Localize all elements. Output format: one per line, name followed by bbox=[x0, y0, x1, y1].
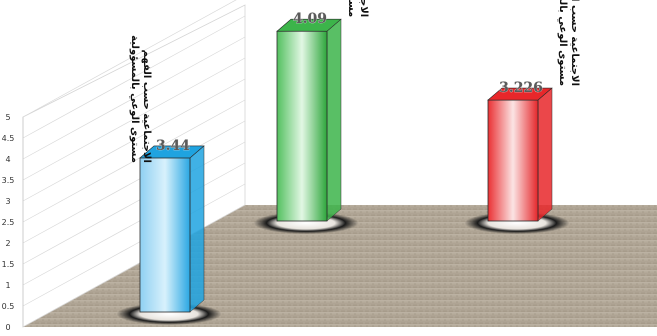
y-tick-label: 1.5 bbox=[2, 260, 15, 269]
y-tick-label: 4.5 bbox=[2, 134, 15, 143]
gridline bbox=[22, 120, 246, 244]
gridline bbox=[22, 36, 246, 160]
category-label: مستوى الوعي بالمسؤولية الاجتماعية حسب الف… bbox=[129, 35, 152, 163]
y-tick-label: 3.5 bbox=[2, 176, 15, 185]
category-label-line: مستوى الوعي بالمسؤولية bbox=[346, 0, 357, 17]
y-tick-label: 1 bbox=[5, 281, 10, 290]
bars bbox=[139, 18, 553, 313]
bar bbox=[487, 87, 553, 222]
category-label-line: الاجتماعية حسب الفهم bbox=[141, 50, 152, 163]
y-tick-label: 0 bbox=[5, 323, 10, 332]
y-tick-label: 5 bbox=[5, 113, 10, 122]
y-tick-label: 3 bbox=[5, 197, 10, 206]
gridlines bbox=[22, 0, 246, 328]
gridline bbox=[22, 162, 246, 286]
bar bbox=[139, 145, 205, 313]
category-label-line: مستوى الوعي بالمسؤولية bbox=[129, 35, 140, 163]
y-axis: 0 0.5 1 1.5 2 2.5 3 3.5 4 4.5 5 bbox=[2, 113, 15, 332]
y-tick-label: 4 bbox=[5, 155, 10, 164]
data-label: 4.09 bbox=[293, 11, 327, 27]
gridline bbox=[22, 99, 246, 223]
gridline bbox=[22, 57, 246, 181]
data-label: 3.44 bbox=[156, 138, 190, 154]
gridline bbox=[22, 78, 246, 202]
gridline bbox=[22, 15, 246, 139]
gridline bbox=[22, 204, 246, 328]
y-tick-label: 0.5 bbox=[2, 302, 15, 311]
data-labels: 3.44 4.09 3.226 bbox=[156, 11, 544, 154]
category-labels: مستوى الوعي بالمسؤولية الاجتماعية حسب الف… bbox=[129, 0, 580, 163]
category-label-line: الاجتماعية حسب المشاركة bbox=[569, 0, 580, 86]
y-tick-label: 2.5 bbox=[2, 218, 15, 227]
gridline bbox=[22, 141, 246, 265]
gridline bbox=[22, 183, 246, 307]
gridline bbox=[22, 0, 237, 118]
bar bbox=[276, 18, 342, 222]
category-label-line: الاجتماعية حسب الاهتمام bbox=[358, 0, 369, 17]
category-label-line: مستوى الوعي بالمسؤولية bbox=[557, 0, 568, 86]
category-label: مستوى الوعي بالمسؤولية الاجتماعية حسب الم… bbox=[557, 0, 580, 86]
data-label: 3.226 bbox=[499, 80, 543, 96]
y-tick-label: 2 bbox=[5, 239, 10, 248]
